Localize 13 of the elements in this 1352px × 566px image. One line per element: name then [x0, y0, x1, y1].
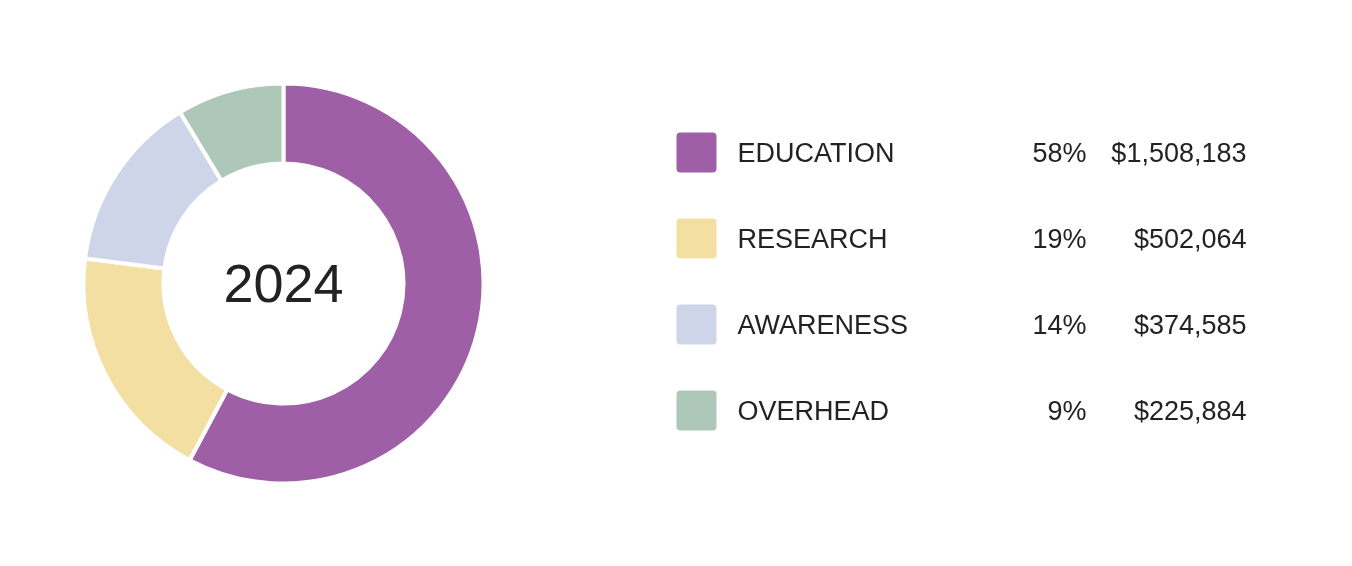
text: 2024: [223, 253, 344, 313]
text: 9%: [1047, 395, 1087, 426]
text: 58%: [1032, 137, 1087, 168]
legend-label: AWARENESS: [737, 309, 909, 340]
data-label: $1,508,183: [1111, 137, 1247, 168]
text: 14%: [1032, 309, 1087, 340]
legend-label: OVERHEAD: [737, 395, 890, 426]
legend-label: EDUCATION: [737, 137, 895, 168]
text: 19%: [1032, 223, 1087, 254]
legend-label: RESEARCH: [737, 223, 888, 254]
data-label: $502,064: [1133, 223, 1247, 254]
data-label: $225,884: [1133, 395, 1247, 426]
data-label: $374,585: [1133, 309, 1247, 340]
